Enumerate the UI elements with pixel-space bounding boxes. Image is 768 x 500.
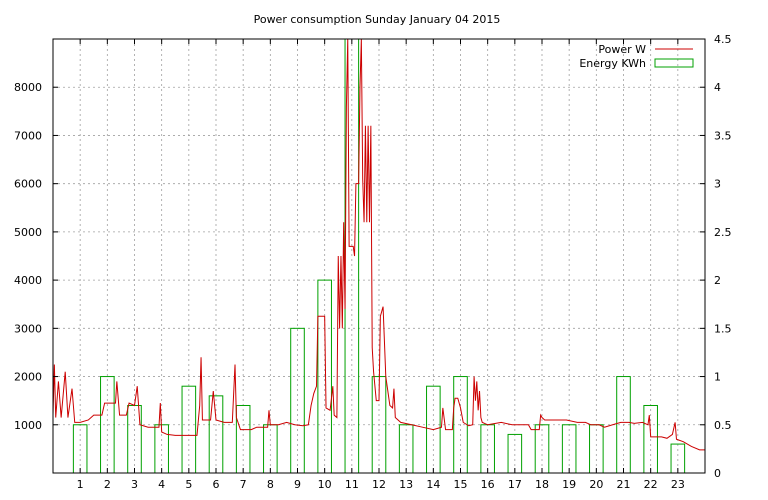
legend-label-energy: Energy KWh <box>579 57 646 70</box>
x-tick-label: 11 <box>345 478 359 491</box>
x-tick-label: 9 <box>294 478 301 491</box>
x-tick-label: 19 <box>562 478 576 491</box>
x-tick-label: 2 <box>104 478 111 491</box>
y2-tick-label: 3 <box>714 178 721 191</box>
x-tick-label: 6 <box>213 478 220 491</box>
legend: Power W Energy KWh <box>579 43 694 70</box>
x-tick-label: 20 <box>589 478 603 491</box>
x-tick-label: 23 <box>671 478 685 491</box>
y-tick-label: 5000 <box>14 226 42 239</box>
chart-grid <box>53 39 705 473</box>
x-tick-label: 5 <box>185 478 192 491</box>
legend-label-power: Power W <box>598 43 646 56</box>
x-tick-label: 18 <box>535 478 549 491</box>
legend-swatch-energy <box>654 58 694 68</box>
y2-tick-label: 2 <box>714 274 721 287</box>
y-tick-label: 1000 <box>14 419 42 432</box>
y2-tick-label: 3.5 <box>714 129 732 142</box>
y2-tick-label: 0.5 <box>714 419 732 432</box>
power-series <box>53 39 705 451</box>
x-tick-label: 3 <box>131 478 138 491</box>
y-tick-label: 8000 <box>14 81 42 94</box>
x-tick-label: 14 <box>426 478 440 491</box>
y-tick-label: 7000 <box>14 129 42 142</box>
x-tick-label: 17 <box>508 478 522 491</box>
y2-tick-label: 4 <box>714 81 721 94</box>
x-tick-label: 1 <box>77 478 84 491</box>
y2-tick-label: 2.5 <box>714 226 732 239</box>
x-tick-label: 10 <box>318 478 332 491</box>
x-tick-label: 13 <box>399 478 413 491</box>
y-tick-label: 6000 <box>14 178 42 191</box>
y2-tick-label: 1 <box>714 371 721 384</box>
x-tick-label: 8 <box>267 478 274 491</box>
power-line-path <box>53 39 705 451</box>
x-tick-label: 21 <box>617 478 631 491</box>
x-axis: 1 2 3 4 5 6 7 8 9 10 11 12 13 14 15 16 17 18 19 20 21 22 23 <box>77 39 685 491</box>
x-tick-label: 16 <box>481 478 495 491</box>
x-tick-label: 7 <box>240 478 247 491</box>
x-tick-label: 15 <box>454 478 468 491</box>
chart-title: Power consumption Sunday January 04 2015 <box>254 13 501 26</box>
x-tick-label: 4 <box>158 478 165 491</box>
y2-tick-label: 4.5 <box>714 33 732 46</box>
y-axis-right: 0 0.5 1 1.5 2 2.5 3 3.5 4 4.5 <box>700 33 732 480</box>
y-tick-label: 4000 <box>14 274 42 287</box>
y-tick-label: 2000 <box>14 371 42 384</box>
y2-tick-label: 0 <box>714 467 721 480</box>
y2-tick-label: 1.5 <box>714 322 732 335</box>
x-tick-label: 12 <box>372 478 386 491</box>
y-tick-label: 3000 <box>14 322 42 335</box>
y-axis-left: 1000 2000 3000 4000 5000 6000 7000 8000 <box>14 81 58 432</box>
x-tick-label: 22 <box>644 478 658 491</box>
